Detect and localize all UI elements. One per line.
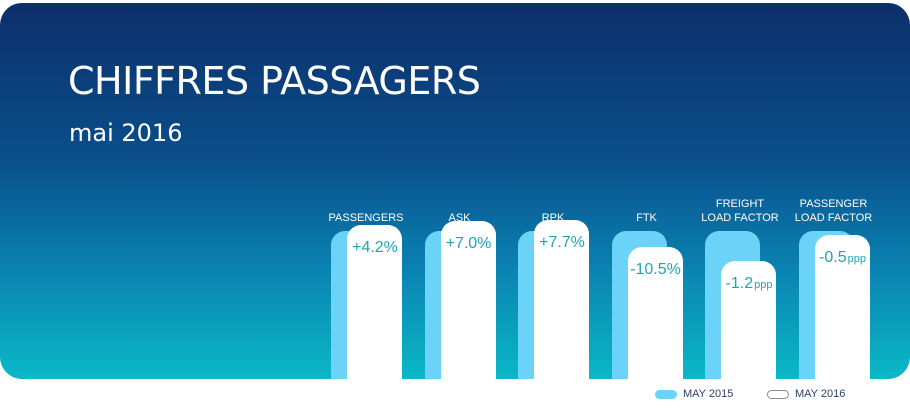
bar-value-label: +7.7% [534, 234, 590, 252]
bar-value-number: -0.5 [819, 249, 847, 267]
bar-value-unit: ppp [754, 278, 773, 291]
bar-value-label: -10.5% [628, 261, 684, 279]
bar-value-number: +4.2% [352, 238, 398, 256]
bar-may-2016 [440, 220, 496, 379]
category-label: PASSENGER LOAD FACTOR [779, 197, 889, 225]
bar-may-2016 [534, 219, 589, 379]
bar-may-2016 [814, 235, 870, 379]
chart-title: CHIFFRES PASSAGERS [68, 59, 481, 103]
bar-value-number: -1.2 [725, 274, 754, 292]
legend-item-may-2015: MAY 2015 [655, 388, 733, 400]
bar-may-2016 [627, 246, 683, 379]
category-label-line: PASSENGERS [328, 212, 404, 224]
bar-value-label: +7.0% [441, 235, 497, 253]
bar-value-number: +7.7% [539, 233, 585, 251]
legend-swatch-may-2016 [767, 389, 789, 399]
chart-card: CHIFFRES PASSAGERS mai 2016 PASSENGERS +4… [0, 3, 910, 379]
bar-value-number: -10.5% [630, 260, 681, 278]
legend-label-may-2016: MAY 2016 [795, 388, 846, 400]
bar-may-2016 [721, 260, 776, 379]
bar-may-2016 [347, 224, 402, 379]
bar-value-number: +7.0% [445, 234, 492, 252]
category-label: FTK [592, 211, 702, 225]
legend-swatch-may-2015 [655, 389, 677, 399]
bar-value-label: -1.2ppp [721, 275, 777, 293]
bar-value-label: +4.2% [347, 239, 403, 257]
legend-item-may-2016: MAY 2016 [767, 388, 845, 400]
chart-subtitle: mai 2016 [69, 119, 183, 147]
category-label: FREIGHT LOAD FACTOR [685, 197, 795, 225]
bar-value-label: -0.5ppp [815, 249, 871, 267]
legend-label-may-2015: MAY 2015 [683, 388, 734, 400]
bar-value-unit: ppp [847, 253, 866, 266]
category-label-line: FTK [636, 212, 657, 224]
legend: MAY 2015 MAY 2016 [0, 388, 910, 408]
category-label-line: PASSENGER [799, 198, 868, 210]
category-label: PASSENGERS [311, 211, 421, 225]
category-label-line: LOAD FACTOR [701, 212, 779, 224]
category-label-line: FREIGHT [715, 198, 765, 210]
category-label-line: LOAD FACTOR [794, 212, 873, 224]
